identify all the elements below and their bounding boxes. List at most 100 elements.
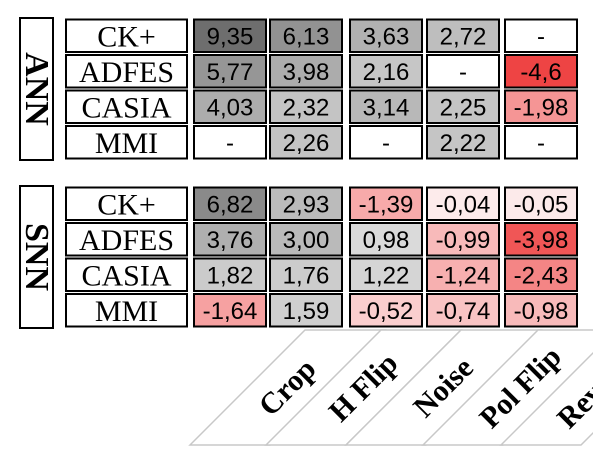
cell-value: -1,24 <box>436 262 491 289</box>
row-label: CK+ <box>97 20 156 53</box>
row-label-cell <box>65 125 188 160</box>
group-label-box <box>19 17 54 161</box>
cell-value: -1,64 <box>203 298 258 325</box>
heatmap-cell <box>349 293 423 328</box>
heatmap-cell <box>269 293 343 328</box>
cell-value: 6,82 <box>207 191 254 218</box>
cell-value: 2,26 <box>283 130 330 157</box>
cell-value: - <box>459 59 467 86</box>
cell-value: -1,39 <box>359 191 414 218</box>
cell-value: 3,76 <box>207 227 254 254</box>
cell-value: 5,77 <box>207 59 254 86</box>
heatmap-cell <box>269 89 343 124</box>
heatmap-cell <box>426 54 500 89</box>
heatmap-cell <box>426 89 500 124</box>
cell-value: 9,35 <box>207 23 254 50</box>
cell-value: -4,6 <box>520 59 561 86</box>
cell-value: 4,03 <box>207 94 254 121</box>
row-label-cell <box>65 18 188 53</box>
cell-value: -0,98 <box>514 298 569 325</box>
cell-value: -1,98 <box>514 94 569 121</box>
cell-value: -0,52 <box>359 298 414 325</box>
cell-value: -0,74 <box>436 298 491 325</box>
cell-value: 2,25 <box>440 94 487 121</box>
cell-value: 2,32 <box>283 94 330 121</box>
row-label: MMI <box>95 127 158 160</box>
heatmap-cell <box>504 18 578 53</box>
heatmap-cell <box>193 222 267 257</box>
cell-value: -3,98 <box>514 227 569 254</box>
cell-value: -0,05 <box>514 191 569 218</box>
cell-value: 3,63 <box>363 23 410 50</box>
heatmap-cell <box>193 125 267 160</box>
heatmap-cell <box>349 18 423 53</box>
heatmap-cell <box>504 125 578 160</box>
cell-value: -2,43 <box>514 262 569 289</box>
heatmap-cell <box>349 222 423 257</box>
cell-value: 1,82 <box>207 262 254 289</box>
cell-value: 1,22 <box>363 262 410 289</box>
row-label: ADFES <box>79 224 174 257</box>
row-label-cell <box>65 54 188 89</box>
cell-value: 6,13 <box>283 23 330 50</box>
heatmap-cell <box>269 18 343 53</box>
heatmap-cell <box>269 54 343 89</box>
heatmap-cell <box>504 54 578 89</box>
cell-value: - <box>537 130 545 157</box>
heatmap-cell <box>426 293 500 328</box>
heatmap-cell <box>426 125 500 160</box>
heatmap-cell <box>193 54 267 89</box>
row-label-cell <box>65 257 188 292</box>
heatmap-cell <box>426 18 500 53</box>
group-label: SNN <box>18 223 55 291</box>
row-label-cell <box>65 222 188 257</box>
row-label: CASIA <box>81 91 171 124</box>
heatmap-cell <box>269 125 343 160</box>
row-label-cell <box>65 89 188 124</box>
group-label-box <box>19 185 54 329</box>
heatmap-cell <box>193 186 267 221</box>
heatmap-cell <box>504 89 578 124</box>
column-header-box <box>421 329 593 446</box>
row-label: ADFES <box>79 56 174 89</box>
heatmap-cell <box>193 18 267 53</box>
cell-value: 0,98 <box>363 227 410 254</box>
heatmap-cell <box>504 293 578 328</box>
heatmap-cell <box>349 125 423 160</box>
heatmap-cell <box>349 89 423 124</box>
heatmap-cell <box>269 222 343 257</box>
heatmap-cell <box>426 186 500 221</box>
row-label-cell <box>65 186 188 221</box>
cell-value: 3,14 <box>363 94 410 121</box>
cell-value: 3,00 <box>283 227 330 254</box>
group-label: ANN <box>18 52 55 126</box>
heatmap-cell <box>193 257 267 292</box>
row-label: CASIA <box>81 259 171 292</box>
cell-value: 2,22 <box>440 130 487 157</box>
heatmap-cell <box>269 186 343 221</box>
heatmap-cell <box>504 257 578 292</box>
cell-value: - <box>226 130 234 157</box>
heatmap-cell <box>269 257 343 292</box>
heatmap-cell <box>426 257 500 292</box>
row-label: CK+ <box>97 188 156 221</box>
row-label: MMI <box>95 295 158 328</box>
heatmap-cell <box>504 222 578 257</box>
cell-value: 3,98 <box>283 59 330 86</box>
row-label-cell <box>65 293 188 328</box>
heatmap-cell <box>426 222 500 257</box>
heatmap-cell <box>504 186 578 221</box>
cell-value: 2,16 <box>363 59 410 86</box>
heatmap-cell <box>349 54 423 89</box>
cell-value: 1,76 <box>283 262 330 289</box>
cell-value: -0,04 <box>436 191 491 218</box>
heatmap-cell <box>193 293 267 328</box>
cell-value: - <box>382 130 390 157</box>
cell-value: 2,72 <box>440 23 487 50</box>
cell-value: 2,93 <box>283 191 330 218</box>
heatmap-cell <box>349 186 423 221</box>
cell-value: -0,99 <box>436 227 491 254</box>
cell-value: - <box>537 23 545 50</box>
heatmap-cell <box>349 257 423 292</box>
